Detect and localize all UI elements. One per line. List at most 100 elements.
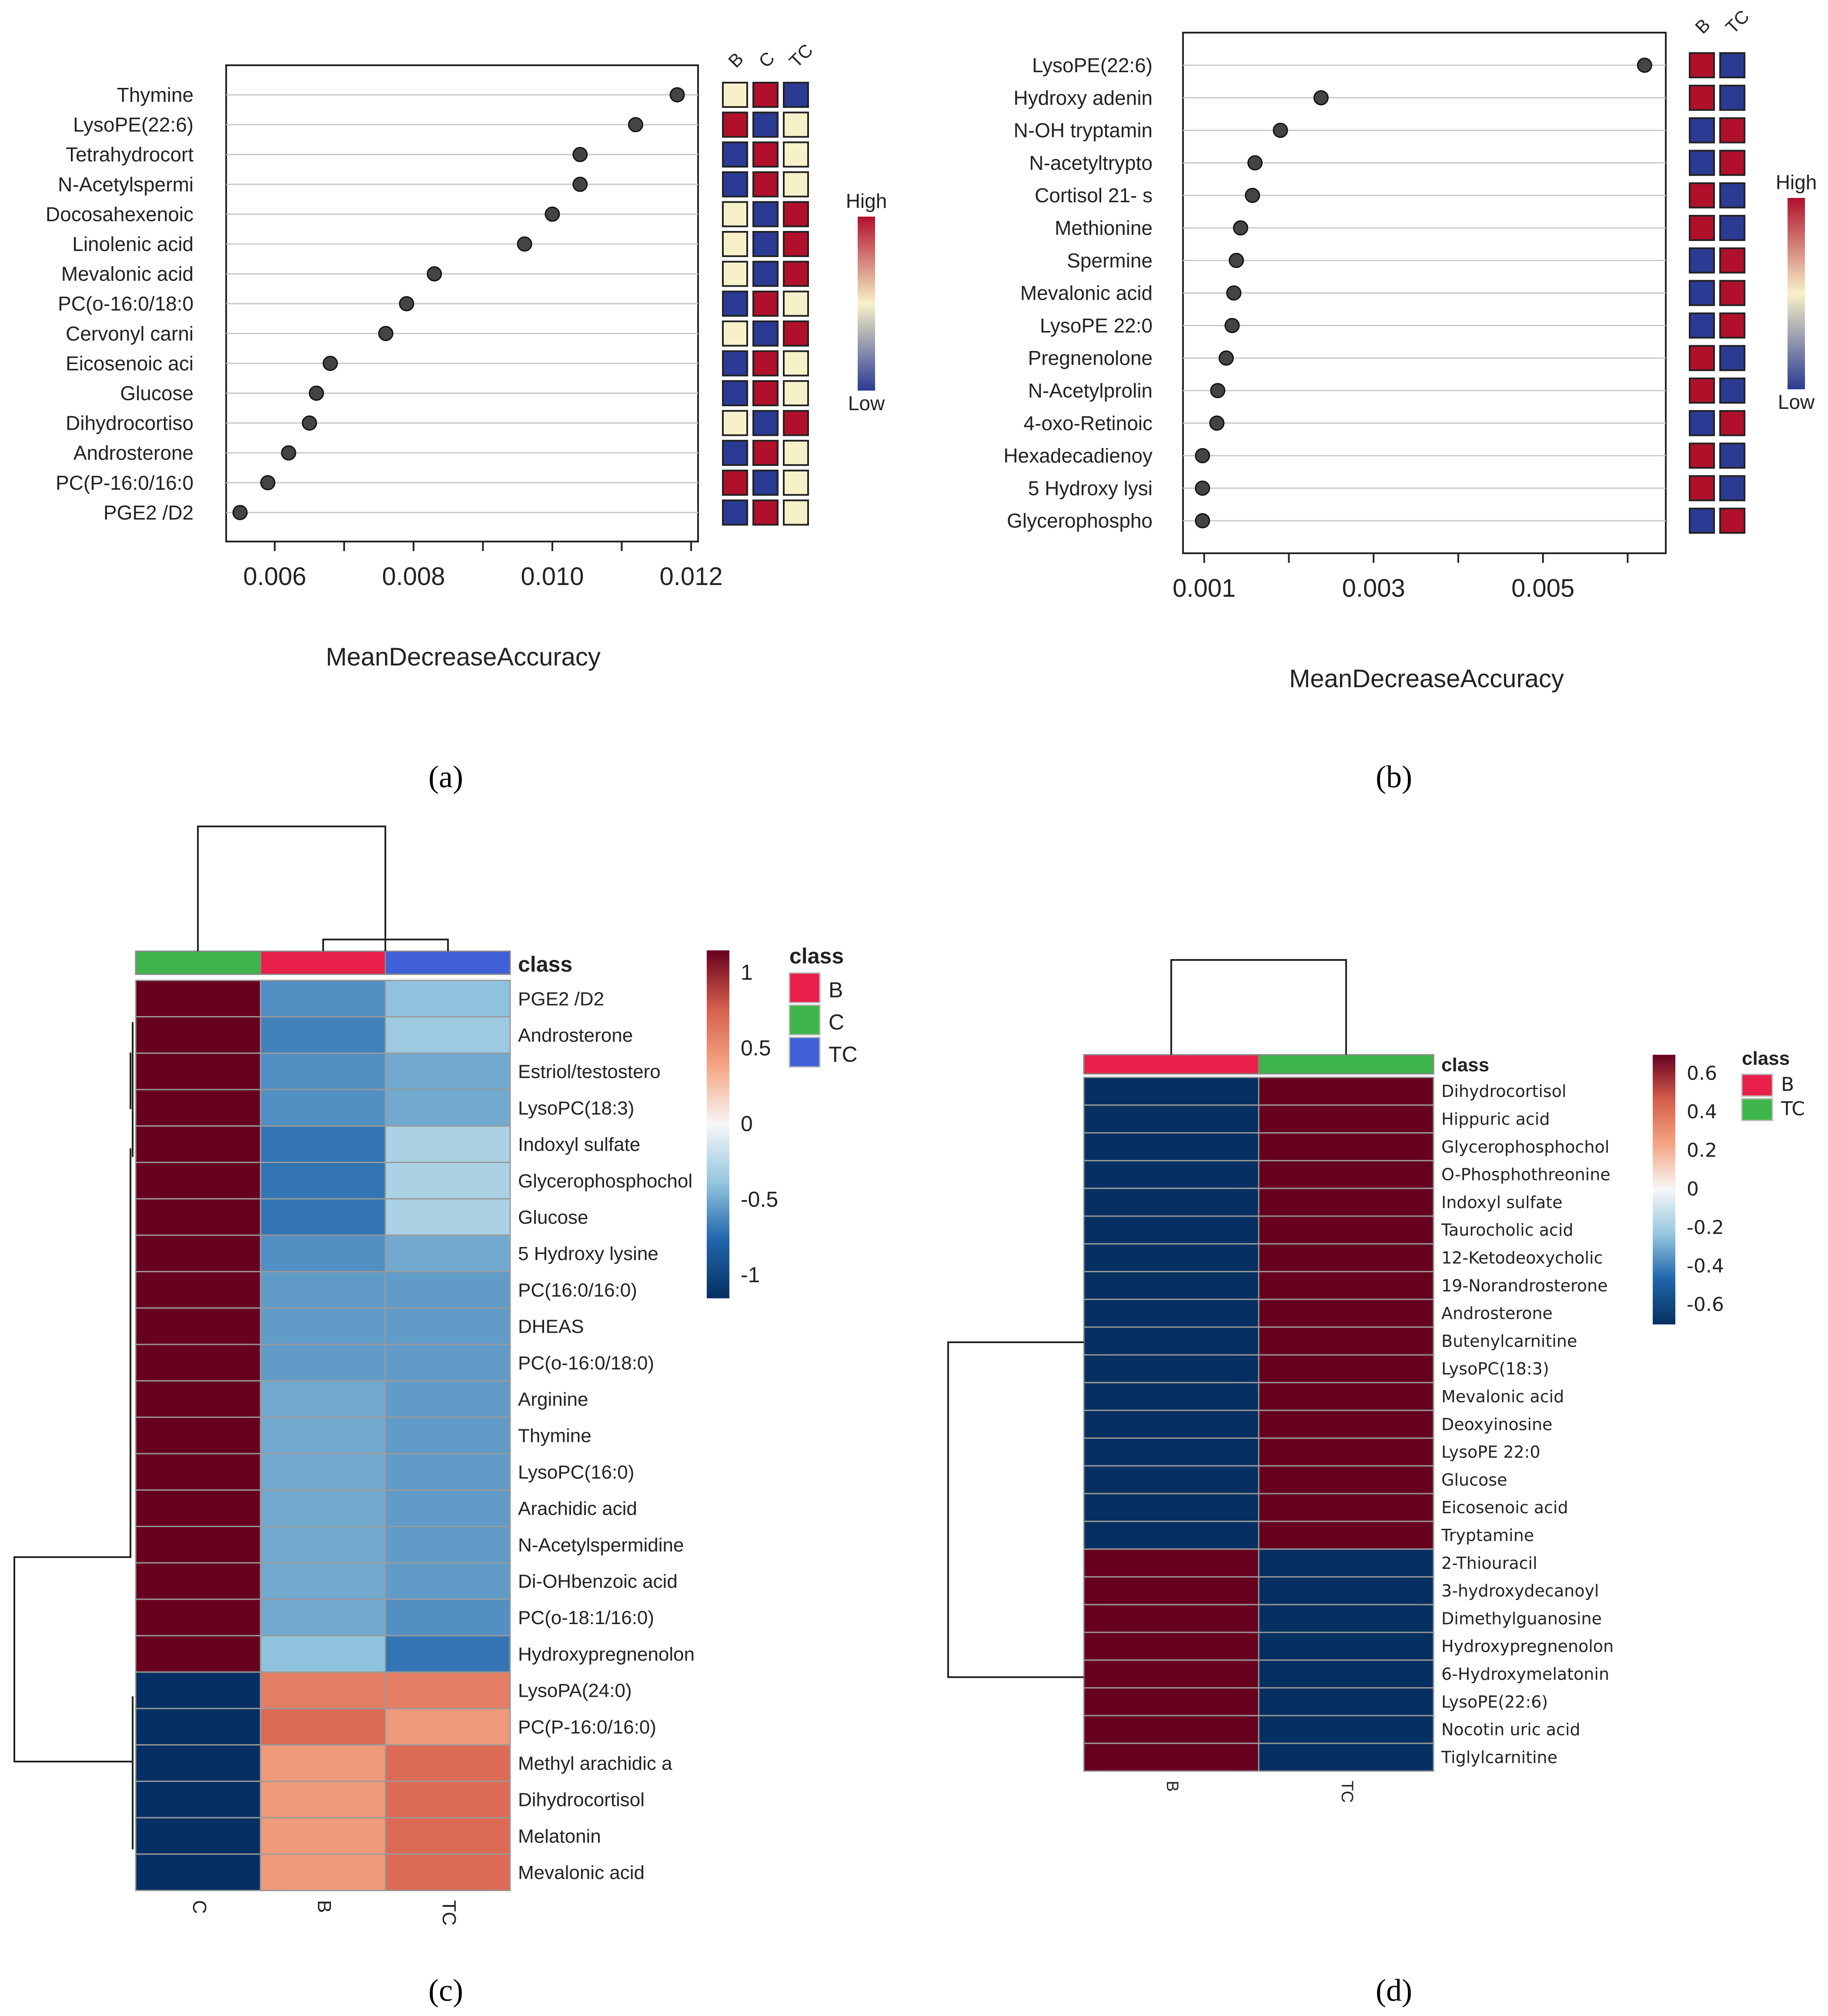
- panel-b-feature-label: Hexadecadienoy: [1003, 445, 1153, 467]
- panel-b-x-tick-label: 0.003: [1342, 574, 1405, 602]
- panel-d-row-label: Butenylcarnitine: [1441, 1331, 1577, 1351]
- panel-c-heatmap-cell: [260, 1817, 386, 1855]
- panel-d-row-label: 19-Norandrosterone: [1441, 1276, 1607, 1295]
- panel-d-heatmap-cell: [1083, 1077, 1260, 1106]
- panel-b-class-level-box: [1719, 84, 1745, 111]
- panel-a-feature-label: PC(P-16:0/16:0: [56, 471, 194, 494]
- panel-d-heatmap-cell: [1258, 1354, 1434, 1384]
- panel-d-heatmap-cell: [1258, 1271, 1434, 1300]
- panel-b-class-level-box: [1719, 442, 1745, 469]
- panel-c-heatmap-cell: [384, 1162, 511, 1200]
- panel-b: LysoPE(22:6) Hydroxy adenin N-OH tryptamin…: [1003, 6, 1817, 794]
- panel-b-x-tick-label: 0.005: [1511, 574, 1574, 602]
- panel-c-heatmap-cell: [260, 1562, 386, 1600]
- panel-c-heatmap-cell: [260, 980, 386, 1018]
- panel-a-importance-point: [399, 296, 414, 311]
- panel-a-feature-label: Dihydrocortiso: [66, 412, 194, 435]
- panel-c-column-label: C: [189, 1900, 210, 1914]
- panel-b-importance-point: [1637, 57, 1652, 73]
- panel-c-heatmap-cell: [260, 1853, 386, 1891]
- panel-c-row-label: PC(P-16:0/16:0): [518, 1716, 656, 1738]
- panel-c-heatmap-cell: [384, 1744, 511, 1782]
- panel-c-heatmap-cell: [384, 1817, 511, 1855]
- panel-b-class-level-box: [1689, 247, 1715, 274]
- panel-c-heatmap-cell: [384, 1780, 511, 1819]
- panel-d-colorbar-tick: -0.4: [1687, 1255, 1724, 1277]
- panel-d-heatmap-cell: [1083, 1632, 1260, 1661]
- panel-d-heatmap-cell: [1258, 1187, 1434, 1217]
- panel-d-heatmap-cell: [1083, 1437, 1260, 1467]
- panel-c-heatmap-cell: [135, 1380, 261, 1418]
- panel-a-xlabel: MeanDecreaseAccuracy: [326, 643, 601, 671]
- panel-a-class-level-box: [752, 171, 779, 197]
- panel-a-class-level-box: [722, 469, 748, 496]
- panel-c-heatmap-cell: [384, 1271, 511, 1309]
- panel-b-class-level-box: [1689, 475, 1715, 501]
- panel-d-heatmap-cell: [1258, 1215, 1434, 1245]
- panel-d-heatmap-cell: [1258, 1382, 1434, 1411]
- panel-c-heatmap-cell: [135, 1016, 261, 1054]
- panel-b-class-level-box: [1689, 150, 1715, 176]
- panel-d-heatmap-cell: [1258, 1077, 1434, 1106]
- panel-c-heatmap-cell: [260, 1780, 386, 1819]
- panel-a-feature-label: LysoPE(22:6): [73, 114, 194, 136]
- panel-b-feature-label: Mevalonic acid: [1020, 282, 1153, 304]
- panel-b-class-level-box: [1719, 475, 1745, 501]
- panel-c-annotation-title: class: [518, 952, 572, 976]
- panel-a-label: (a): [428, 759, 463, 794]
- panel-c-heatmap-cell: [384, 1016, 511, 1054]
- panel-b-class-header: TC: [1721, 6, 1753, 38]
- panel-a-feature-label: PGE2 /D2: [104, 501, 194, 524]
- panel-c-heatmap-cell: [135, 1125, 261, 1163]
- panel-a-class-level-box: [722, 499, 748, 526]
- panel-d-row-label: Tryptamine: [1441, 1526, 1534, 1545]
- panel-b-class-level-box: [1719, 345, 1745, 371]
- panel-c-heatmap-cell: [260, 1234, 386, 1273]
- panel-b-class-level-box: [1689, 345, 1715, 371]
- panel-a-class-level-box: [722, 410, 748, 436]
- panel-a-legend-high: High: [846, 190, 887, 212]
- panel-d-dendrogram-branch: [1170, 959, 1347, 1055]
- panel-d-heatmap-cell: [1083, 1326, 1260, 1356]
- panel-a-class-level-box: [783, 231, 809, 257]
- panel-b-xlabel: MeanDecreaseAccuracy: [1289, 665, 1564, 693]
- panel-b-class-level-box: [1719, 52, 1745, 78]
- panel-c-heatmap-cell: [260, 1526, 386, 1564]
- panel-d-heatmap-cell: [1258, 1604, 1434, 1633]
- panel-a-class-level-box: [752, 320, 779, 347]
- panel-d-colorbar-tick: 0.4: [1687, 1101, 1717, 1123]
- panel-d-colorbar-tick: -0.2: [1687, 1217, 1724, 1239]
- panel-c-class-annotation-cell: [384, 950, 511, 975]
- panel-c-column-label: B: [314, 1900, 335, 1913]
- panel-a-class-level-box: [783, 171, 809, 197]
- panel-b-class-level-box: [1689, 215, 1715, 241]
- panel-d-row-label: LysoPE(22:6): [1441, 1692, 1548, 1712]
- panel-a-class-level-box: [752, 111, 779, 138]
- panel-c-heatmap-cell: [260, 1598, 386, 1637]
- panel-d-heatmap-cell: [1258, 1715, 1434, 1744]
- panel-c-row-label: Glucose: [518, 1207, 588, 1228]
- panel-d-row-label: O-Phosphothreonine: [1441, 1165, 1611, 1184]
- panel-a-class-level-box: [722, 380, 748, 406]
- panel-b-feature-label: 5 Hydroxy lysi: [1028, 477, 1153, 499]
- panel-c-class-legend-label: TC: [829, 1042, 858, 1067]
- panel-a-feature-label: Cervonyl carni: [66, 322, 194, 345]
- panel-d-heatmap-cell: [1083, 1271, 1260, 1300]
- panel-c-class-legend-swatch: [789, 1036, 821, 1068]
- panel-a-x-tick-label: 0.008: [382, 562, 445, 591]
- panel-b-class-level-box: [1719, 410, 1745, 436]
- panel-c-row-label: LysoPA(24:0): [518, 1680, 632, 1702]
- panel-a-x-tick-label: 0.010: [521, 562, 584, 591]
- panel-d-class-legend-title: class: [1742, 1048, 1790, 1069]
- panel-d-column-label: TC: [1338, 1781, 1356, 1803]
- panel-c-class-legend-label: B: [829, 978, 843, 1002]
- panel-c-row-label: PGE2 /D2: [518, 988, 604, 1010]
- panel-c-row-label: Arachidic acid: [518, 1498, 637, 1519]
- panel-d-row-label: Indoxyl sulfate: [1441, 1193, 1563, 1212]
- panel-a-class-level-box: [752, 261, 779, 287]
- panel-d: class Dihydrocortisol Hippuric acid Glycero…: [947, 959, 1805, 2008]
- panel-b-class-level-box: [1689, 182, 1715, 209]
- panel-c-class-legend-title: class: [789, 944, 844, 968]
- panel-b-importance-point: [1210, 383, 1226, 398]
- panel-a-class-level-box: [783, 499, 809, 526]
